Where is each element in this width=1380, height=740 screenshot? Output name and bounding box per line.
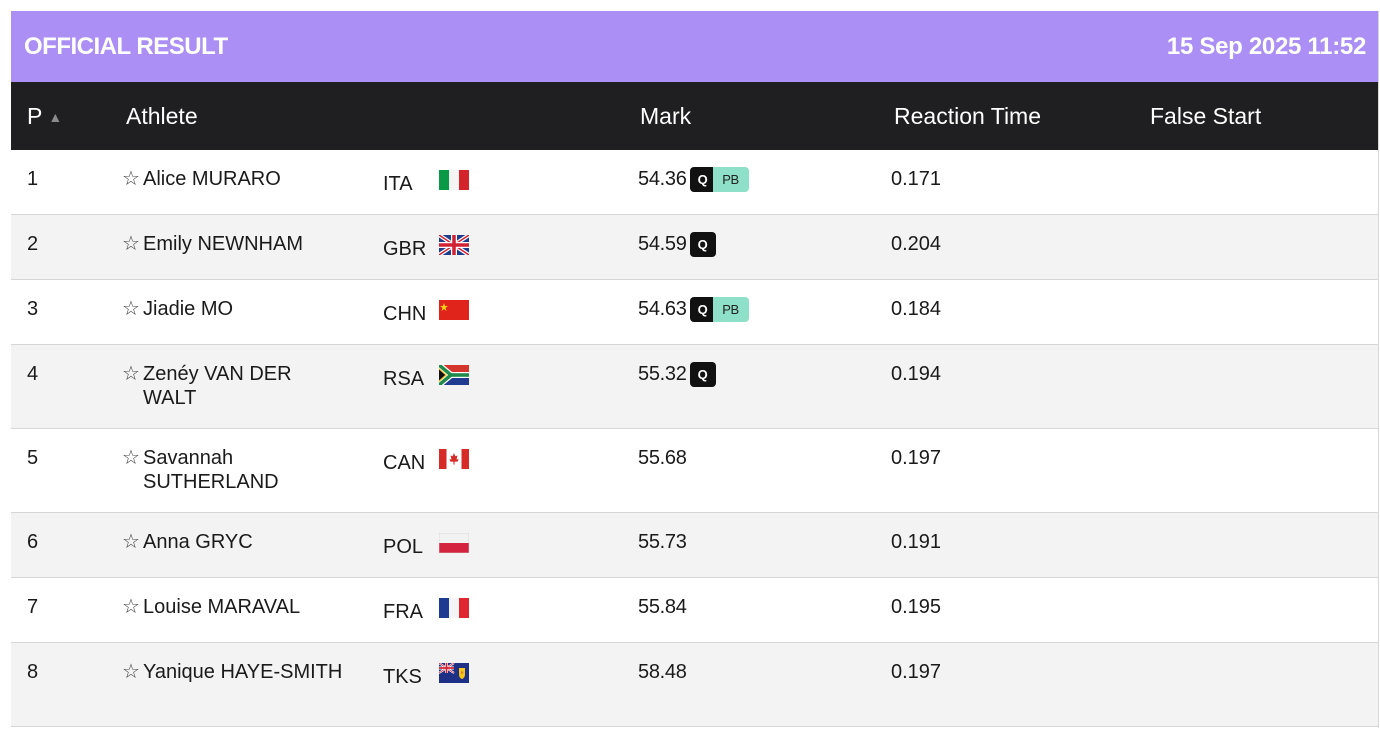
position-cell: 7 xyxy=(27,596,39,618)
mark-cell: 55.68 xyxy=(638,446,687,470)
column-header-false-start[interactable]: False Start xyxy=(1150,103,1262,129)
mark-cell: 55.32 Q xyxy=(638,362,716,387)
france-flag-icon xyxy=(439,598,469,618)
athlete-name[interactable]: Savannah SUTHERLAND xyxy=(143,447,279,493)
favorite-star-icon[interactable]: ☆ xyxy=(122,233,140,255)
column-header-position-label: P xyxy=(27,103,43,129)
table-row[interactable]: 1 ☆ Alice MURARO ITA 54.36 Q PB 0.171 xyxy=(11,150,1378,215)
mark-value: 55.73 xyxy=(638,531,687,553)
south-africa-flag-icon xyxy=(439,365,469,385)
sort-ascending-icon[interactable]: ▲ xyxy=(48,109,63,125)
mark-value: 54.36 xyxy=(638,168,687,190)
reaction-time-cell: 0.197 xyxy=(891,661,942,683)
turks-caicos-flag-icon xyxy=(439,663,469,683)
reaction-time-cell: 0.191 xyxy=(891,531,942,553)
column-header-athlete[interactable]: Athlete xyxy=(126,103,198,129)
table-body: 1 ☆ Alice MURARO ITA 54.36 Q PB 0.171 2 ☆ … xyxy=(11,150,1378,727)
position-cell: 5 xyxy=(27,447,39,469)
mark-cell: 58.48 xyxy=(638,660,687,684)
athlete-name[interactable]: Louise MARAVAL xyxy=(143,596,301,618)
column-header-mark[interactable]: Mark xyxy=(640,103,692,129)
mark-value: 55.84 xyxy=(638,596,687,618)
position-cell: 3 xyxy=(27,298,39,320)
favorite-star-icon[interactable]: ☆ xyxy=(122,168,140,190)
country-code: POL xyxy=(383,536,424,558)
athlete-name[interactable]: Yanique HAYE-SMITH xyxy=(143,661,343,683)
athlete-name[interactable]: Zenéy VAN DER WALT xyxy=(143,363,292,409)
country-code: GBR xyxy=(383,238,427,260)
personal-best-badge: PB xyxy=(712,297,749,322)
favorite-star-icon[interactable]: ☆ xyxy=(122,298,140,320)
favorite-star-icon[interactable]: ☆ xyxy=(122,363,140,385)
reaction-time-cell: 0.194 xyxy=(891,363,942,385)
canada-flag-icon xyxy=(439,449,469,469)
qualified-badge: Q xyxy=(689,362,716,387)
athlete-name[interactable]: Emily NEWNHAM xyxy=(143,233,303,255)
mark-cell: 54.36 Q PB xyxy=(638,167,749,192)
favorite-star-icon[interactable]: ☆ xyxy=(122,661,140,683)
mark-badges: Q xyxy=(689,362,716,387)
italy-flag-icon xyxy=(439,170,469,190)
reaction-time-cell: 0.195 xyxy=(891,596,942,618)
mark-cell: 55.84 xyxy=(638,595,687,619)
country-code: CAN xyxy=(383,452,426,474)
country-code: FRA xyxy=(383,601,423,623)
mark-value: 55.32 xyxy=(638,363,687,385)
mark-badges: Q PB xyxy=(689,167,749,192)
mark-value: 54.63 xyxy=(638,298,687,320)
position-cell: 8 xyxy=(27,661,39,683)
qualified-badge: Q xyxy=(689,167,716,192)
table-row[interactable]: 7 ☆ Louise MARAVAL FRA 55.84 0.195 xyxy=(11,578,1378,643)
qualified-badge: Q xyxy=(689,297,716,322)
athlete-name[interactable]: Alice MURARO xyxy=(143,168,281,190)
position-cell: 1 xyxy=(27,168,39,190)
mark-value: 55.68 xyxy=(638,447,687,469)
country-code: RSA xyxy=(383,368,425,390)
page-title: OFFICIAL RESULT xyxy=(24,32,228,60)
mark-cell: 54.59 Q xyxy=(638,232,716,257)
column-header-reaction-time[interactable]: Reaction Time xyxy=(894,103,1042,129)
results-header-bar: OFFICIAL RESULT 15 Sep 2025 11:52 xyxy=(11,11,1378,82)
reaction-time-cell: 0.197 xyxy=(891,447,942,469)
position-cell: 2 xyxy=(27,233,39,255)
mark-badges: Q PB xyxy=(689,297,749,322)
favorite-star-icon[interactable]: ☆ xyxy=(122,447,140,469)
athlete-name[interactable]: Anna GRYC xyxy=(143,531,253,553)
country-code: TKS xyxy=(383,666,422,688)
qualified-badge: Q xyxy=(689,232,716,257)
reaction-time-cell: 0.204 xyxy=(891,233,942,255)
uk-flag-icon xyxy=(439,235,469,255)
personal-best-badge: PB xyxy=(712,167,749,192)
table-row[interactable]: 3 ☆ Jiadie MO CHN 54.63 Q PB 0.184 xyxy=(11,280,1378,345)
athlete-name[interactable]: Jiadie MO xyxy=(143,298,234,320)
mark-cell: 54.63 Q PB xyxy=(638,297,749,322)
china-flag-icon xyxy=(439,300,469,320)
position-cell: 4 xyxy=(27,363,39,385)
favorite-star-icon[interactable]: ☆ xyxy=(122,531,140,553)
reaction-time-cell: 0.171 xyxy=(891,168,942,190)
table-row[interactable]: 2 ☆ Emily NEWNHAM GBR 54.59 Q 0.204 xyxy=(11,215,1378,280)
table-row[interactable]: 5 ☆ Savannah SUTHERLAND CAN 55.68 0.197 xyxy=(11,429,1378,513)
results-panel: OFFICIAL RESULT 15 Sep 2025 11:52 P ▲ Ath… xyxy=(11,11,1379,728)
table-row[interactable]: 6 ☆ Anna GRYC POL 55.73 0.191 xyxy=(11,513,1378,578)
position-cell: 6 xyxy=(27,531,39,553)
poland-flag-icon xyxy=(439,533,469,553)
country-code: ITA xyxy=(383,173,413,195)
table-row[interactable]: 8 ☆ Yanique HAYE-SMITH TKS 58.48 0.197 xyxy=(11,643,1378,727)
column-header-position[interactable]: P ▲ xyxy=(27,82,62,150)
mark-value: 54.59 xyxy=(638,233,687,255)
reaction-time-cell: 0.184 xyxy=(891,298,942,320)
mark-cell: 55.73 xyxy=(638,530,687,554)
favorite-star-icon[interactable]: ☆ xyxy=(122,596,140,618)
mark-value: 58.48 xyxy=(638,661,687,683)
country-code: CHN xyxy=(383,303,427,325)
mark-badges: Q xyxy=(689,232,716,257)
table-header: P ▲ Athlete Mark Reaction Time False Star… xyxy=(11,82,1378,150)
result-timestamp: 15 Sep 2025 11:52 xyxy=(1166,32,1366,60)
table-row[interactable]: 4 ☆ Zenéy VAN DER WALT RSA 55.32 Q 0.194 xyxy=(11,345,1378,429)
